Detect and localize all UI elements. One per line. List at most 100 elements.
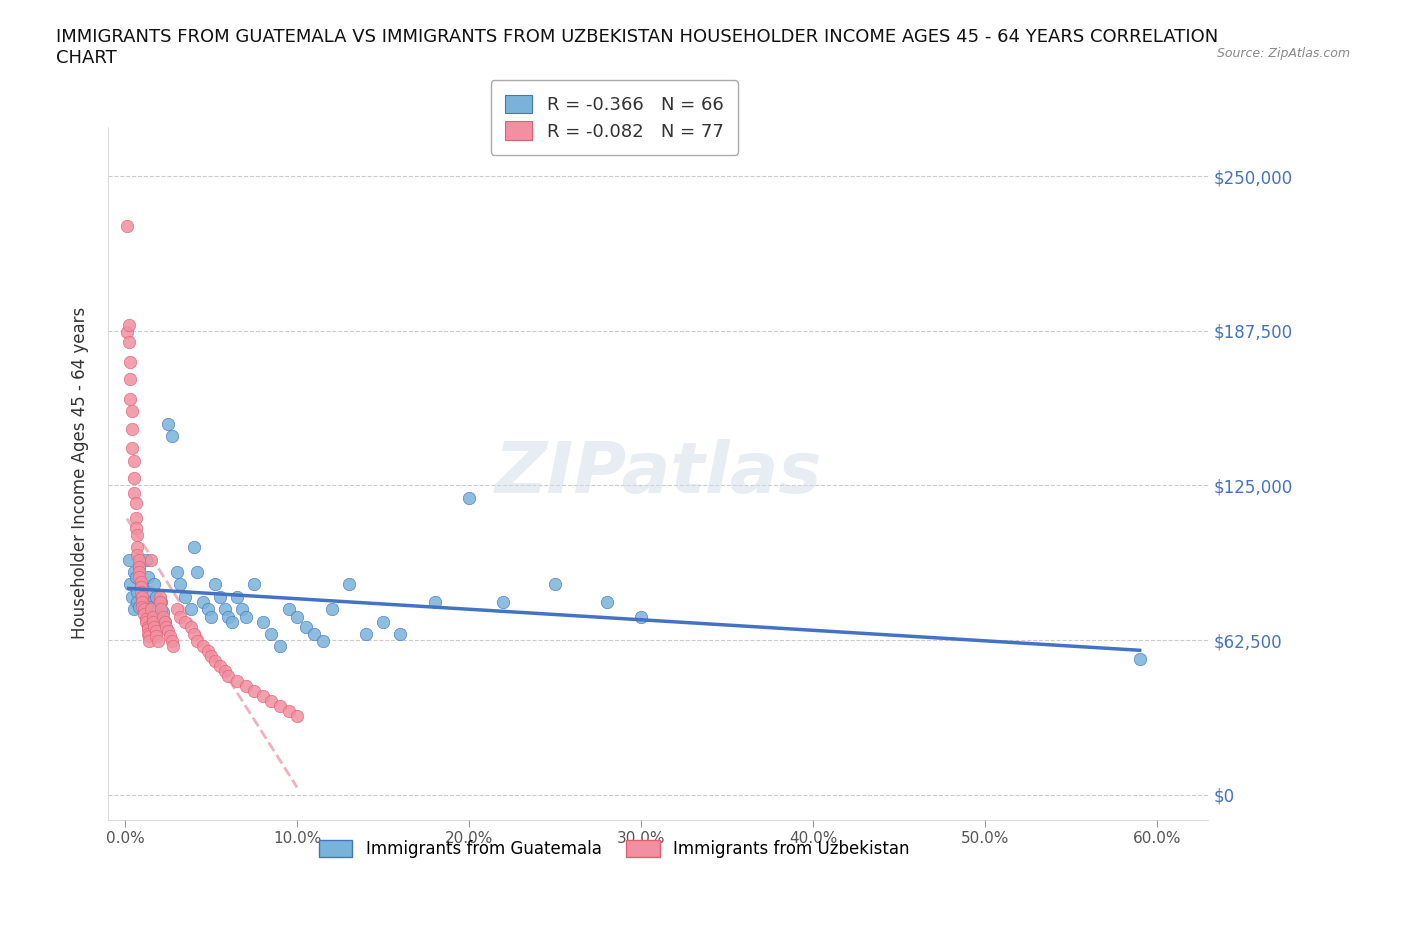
Point [127, 527, 149, 542]
Point [120, 577, 142, 591]
Point [277, 602, 299, 617]
Point [191, 639, 214, 654]
Point [120, 354, 142, 369]
Point [285, 708, 308, 723]
Point [145, 590, 167, 604]
Point [122, 602, 145, 617]
Point [117, 552, 139, 567]
Point [117, 317, 139, 332]
Point [135, 552, 157, 567]
Point [128, 565, 150, 579]
Point [1129, 651, 1152, 666]
Point [208, 590, 231, 604]
Point [131, 594, 153, 609]
Point [180, 619, 202, 634]
Point [159, 629, 181, 644]
Point [124, 520, 146, 535]
Point [197, 644, 219, 658]
Point [226, 590, 249, 604]
Point [128, 560, 150, 575]
Point [285, 609, 308, 624]
Point [132, 606, 155, 621]
Point [214, 664, 236, 679]
Point [235, 609, 257, 624]
Point [129, 575, 152, 590]
Point [162, 639, 184, 654]
Point [155, 619, 177, 634]
Point [204, 577, 226, 591]
Point [214, 602, 236, 617]
Point [269, 639, 291, 654]
Point [371, 614, 394, 629]
Point [136, 621, 159, 636]
Point [148, 609, 170, 624]
Point [169, 577, 191, 591]
Point [191, 594, 214, 609]
Point [115, 219, 138, 233]
Point [121, 441, 143, 456]
Point [312, 634, 335, 649]
Point [129, 577, 152, 591]
Point [135, 614, 157, 629]
Point [157, 416, 180, 431]
Point [226, 673, 249, 688]
Point [166, 602, 188, 617]
Point [142, 614, 165, 629]
Point [122, 565, 145, 579]
Point [197, 602, 219, 617]
Point [139, 602, 162, 617]
Point [122, 485, 145, 500]
Point [145, 624, 167, 639]
Point [304, 627, 326, 642]
Point [150, 594, 173, 609]
Point [142, 609, 165, 624]
Point [153, 614, 176, 629]
Point [174, 590, 197, 604]
Point [186, 634, 208, 649]
Point [121, 590, 143, 604]
Point [124, 569, 146, 584]
Point [146, 634, 169, 649]
Point [148, 590, 170, 604]
Point [174, 614, 197, 629]
Point [180, 602, 202, 617]
Point [166, 565, 188, 579]
Point [252, 688, 274, 703]
Point [260, 627, 283, 642]
Point [217, 609, 239, 624]
Point [124, 496, 146, 511]
Point [122, 471, 145, 485]
Point [169, 609, 191, 624]
Point [131, 590, 153, 604]
Point [132, 594, 155, 609]
Point [121, 404, 143, 418]
Point [139, 599, 162, 614]
Point [389, 627, 412, 642]
Point [595, 594, 617, 609]
Point [128, 560, 150, 575]
Point [117, 335, 139, 350]
Point [200, 609, 222, 624]
Point [204, 654, 226, 669]
Point [127, 584, 149, 599]
Y-axis label: Householder Income Ages 45 - 64 years: Householder Income Ages 45 - 64 years [72, 307, 89, 639]
Point [423, 594, 446, 609]
Point [153, 614, 176, 629]
Point [138, 629, 160, 644]
Point [136, 569, 159, 584]
Point [186, 565, 208, 579]
Point [129, 579, 152, 594]
Point [243, 577, 266, 591]
Point [277, 703, 299, 718]
Point [150, 602, 173, 617]
Point [200, 649, 222, 664]
Point [121, 421, 143, 436]
Point [458, 490, 481, 505]
Point [131, 590, 153, 604]
Point [492, 594, 515, 609]
Point [321, 602, 343, 617]
Point [544, 577, 567, 591]
Text: Source: ZipAtlas.com: Source: ZipAtlas.com [1216, 46, 1350, 60]
Point [354, 627, 377, 642]
Point [243, 684, 266, 698]
